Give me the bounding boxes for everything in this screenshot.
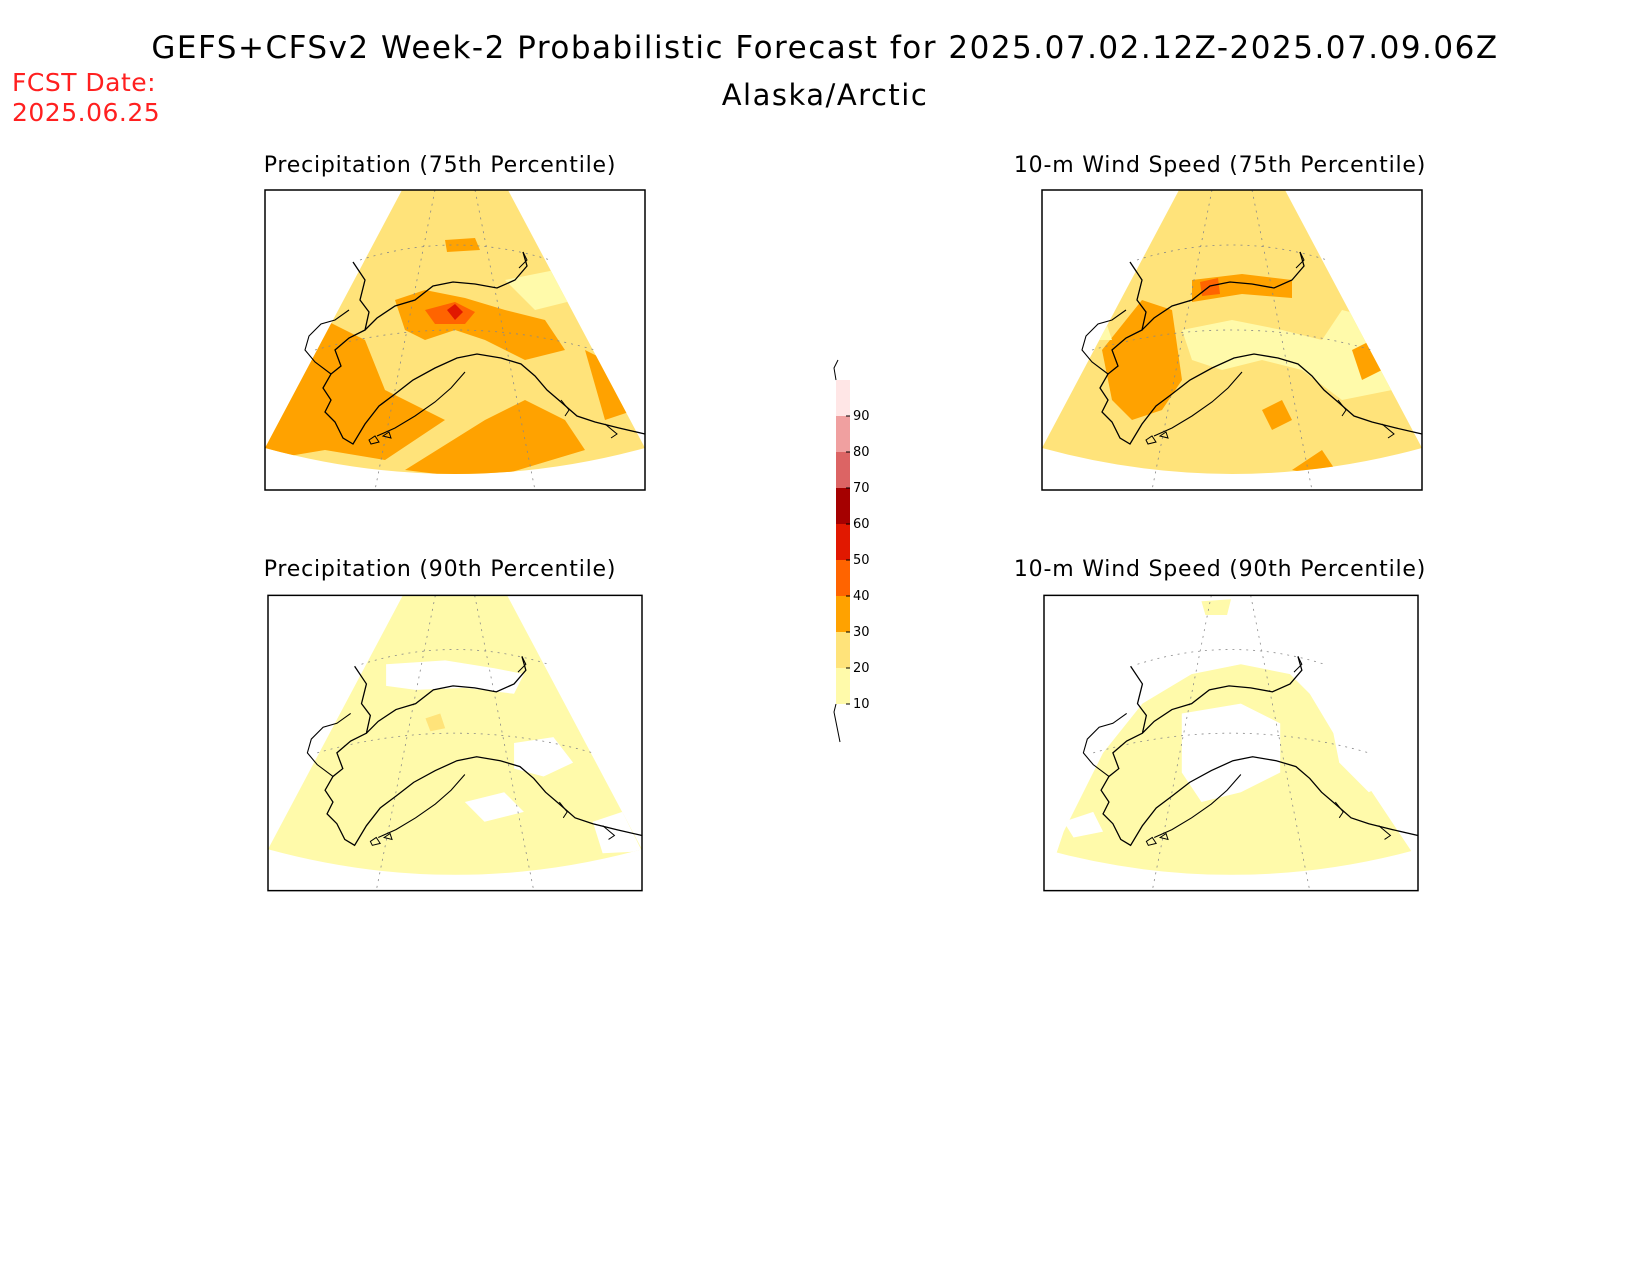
panel-title-wind-90: 10-m Wind Speed (90th Percentile) [1013,557,1427,582]
colorbar-label: 30 [853,625,870,640]
colorbar-label: 60 [853,517,870,532]
region-subtitle: Alaska/Arctic [721,78,929,112]
colorbar-swatch-0 [836,668,850,704]
colorbar-label: 80 [853,445,870,460]
colorbar-label: 10 [853,697,870,712]
colorbar: 10 20 30 40 50 60 70 80 90 [820,340,880,750]
page-title: GEFS+CFSv2 Week-2 Probabilistic Forecast… [151,30,1499,66]
panel-title-wind-75: 10-m Wind Speed (75th Percentile) [1013,153,1427,178]
colorbar-swatch-1 [836,632,850,668]
colorbar-label: 90 [853,409,870,424]
map-wind-75 [1041,189,1423,491]
colorbar-label: 50 [853,553,870,568]
panel-title-precip-75: Precipitation (75th Percentile) [263,153,617,178]
colorbar-swatch-5 [836,488,850,524]
colorbar-swatch-7 [836,416,850,452]
colorbar-swatch-3 [836,560,850,596]
forecast-date-value: 2025.06.25 [12,98,161,127]
map-precip-90 [267,593,643,893]
panel-title-precip-90: Precipitation (90th Percentile) [263,557,617,582]
colorbar-swatch-8 [836,380,850,416]
forecast-date-block: FCST Date: 2025.06.25 [12,68,160,128]
colorbar-label: 40 [853,589,870,604]
colorbar-swatch-2 [836,596,850,632]
colorbar-swatch-6 [836,452,850,488]
map-precip-75 [264,189,646,491]
forecast-date-label: FCST Date: [12,68,157,97]
colorbar-label: 20 [853,661,870,676]
colorbar-swatch-4 [836,524,850,560]
colorbar-label: 70 [853,481,870,496]
map-wind-90 [1043,593,1419,893]
